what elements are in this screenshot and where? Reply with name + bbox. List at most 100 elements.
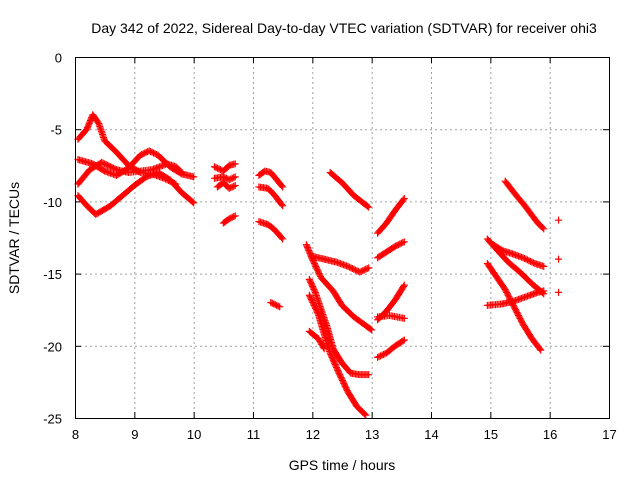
data-point — [400, 314, 408, 322]
data-point — [391, 242, 399, 250]
data-series-arc22 — [374, 311, 408, 322]
data-point — [400, 281, 408, 289]
y-tick-label: 0 — [55, 51, 62, 66]
data-point — [397, 239, 405, 247]
data-series-arc28 — [483, 287, 548, 309]
y-tick-label: -20 — [43, 339, 62, 354]
data-point — [396, 240, 404, 248]
data-point — [111, 165, 119, 173]
data-point — [279, 183, 287, 191]
data-point — [278, 234, 286, 242]
data-point — [221, 174, 229, 182]
data-point — [362, 265, 370, 273]
data-point — [359, 267, 367, 275]
data-point — [362, 411, 370, 419]
data-series-arc24 — [501, 177, 548, 233]
data-point — [178, 169, 186, 177]
data-point — [101, 160, 109, 168]
data-point — [363, 202, 371, 210]
data-point — [400, 238, 408, 246]
data-series-arc5 — [210, 160, 239, 175]
data-point — [231, 173, 239, 181]
data-point — [279, 235, 287, 243]
data-series-arc31 — [555, 288, 563, 296]
data-point — [399, 239, 407, 247]
data-point — [188, 198, 196, 206]
data-point — [345, 263, 353, 271]
y-tick-label: -5 — [50, 123, 62, 138]
data-point — [227, 214, 235, 222]
data-point — [519, 254, 527, 262]
data-series-arc26 — [489, 241, 548, 270]
tick-layer: 8 9 10 11 12 13 14 15 16 17 0 -5 -10 -15 -20 -25 — [43, 51, 617, 443]
plot-frame — [75, 57, 610, 419]
data-point — [311, 287, 319, 295]
data-point — [400, 195, 408, 203]
data-point — [215, 165, 223, 173]
data-point — [213, 164, 221, 172]
data-point — [539, 224, 547, 232]
data-point — [231, 212, 239, 220]
data-point — [375, 353, 383, 361]
data-point — [365, 264, 373, 272]
data-point — [276, 303, 284, 311]
data-series-arc18 — [305, 327, 328, 353]
data-point — [136, 151, 144, 159]
data-series-arc9 — [255, 167, 287, 191]
data-point — [190, 173, 198, 181]
data-point — [145, 147, 153, 155]
data-point — [363, 265, 371, 273]
data-point — [377, 352, 385, 360]
chart-title: Day 342 of 2022, Sidereal Day-to-day VTE… — [91, 20, 597, 36]
data-point — [400, 336, 408, 344]
data-point — [351, 266, 359, 274]
data-point — [267, 298, 275, 306]
data-point — [99, 159, 107, 167]
data-series-arc10 — [255, 183, 287, 210]
data-point — [555, 216, 563, 224]
data-series-arc29 — [555, 216, 563, 224]
x-axis-label: GPS time / hours — [289, 457, 396, 473]
data-point — [356, 268, 364, 276]
data-point — [271, 301, 279, 309]
data-point — [520, 254, 528, 262]
data-point — [344, 262, 352, 270]
data-point — [225, 176, 233, 184]
y-tick-label: -25 — [43, 412, 62, 427]
y-tick-label: -10 — [43, 195, 62, 210]
data-series-arc13 — [326, 169, 373, 211]
data-point — [139, 150, 147, 158]
data-point — [151, 150, 159, 158]
data-point — [278, 200, 286, 208]
data-point — [225, 184, 233, 192]
data-point — [147, 148, 155, 156]
data-point — [399, 282, 407, 290]
data-point — [274, 302, 282, 310]
data-point — [555, 255, 563, 263]
data-point — [393, 241, 401, 249]
x-tick-label: 8 — [72, 427, 79, 442]
data-point — [374, 353, 382, 361]
data-point — [141, 149, 149, 157]
data-point — [270, 300, 278, 308]
data-point — [230, 213, 238, 221]
data-point — [278, 182, 286, 190]
x-tick-label: 12 — [306, 427, 320, 442]
data-point — [98, 158, 106, 166]
data-point — [105, 162, 113, 170]
data-point — [190, 199, 198, 207]
x-tick-label: 16 — [543, 427, 557, 442]
data-point — [212, 163, 220, 171]
data-series-arc12 — [267, 298, 284, 311]
data-point — [231, 160, 239, 168]
data-point — [148, 148, 156, 156]
data-point — [394, 241, 402, 249]
data-point — [273, 301, 281, 309]
y-axis-label: SDTVAR / TECUs — [6, 182, 22, 294]
data-point — [177, 167, 185, 175]
data-point — [380, 350, 388, 358]
data-point — [399, 337, 407, 345]
data-series-arc19 — [374, 195, 408, 237]
data-point — [536, 345, 544, 353]
data-point — [537, 346, 545, 354]
